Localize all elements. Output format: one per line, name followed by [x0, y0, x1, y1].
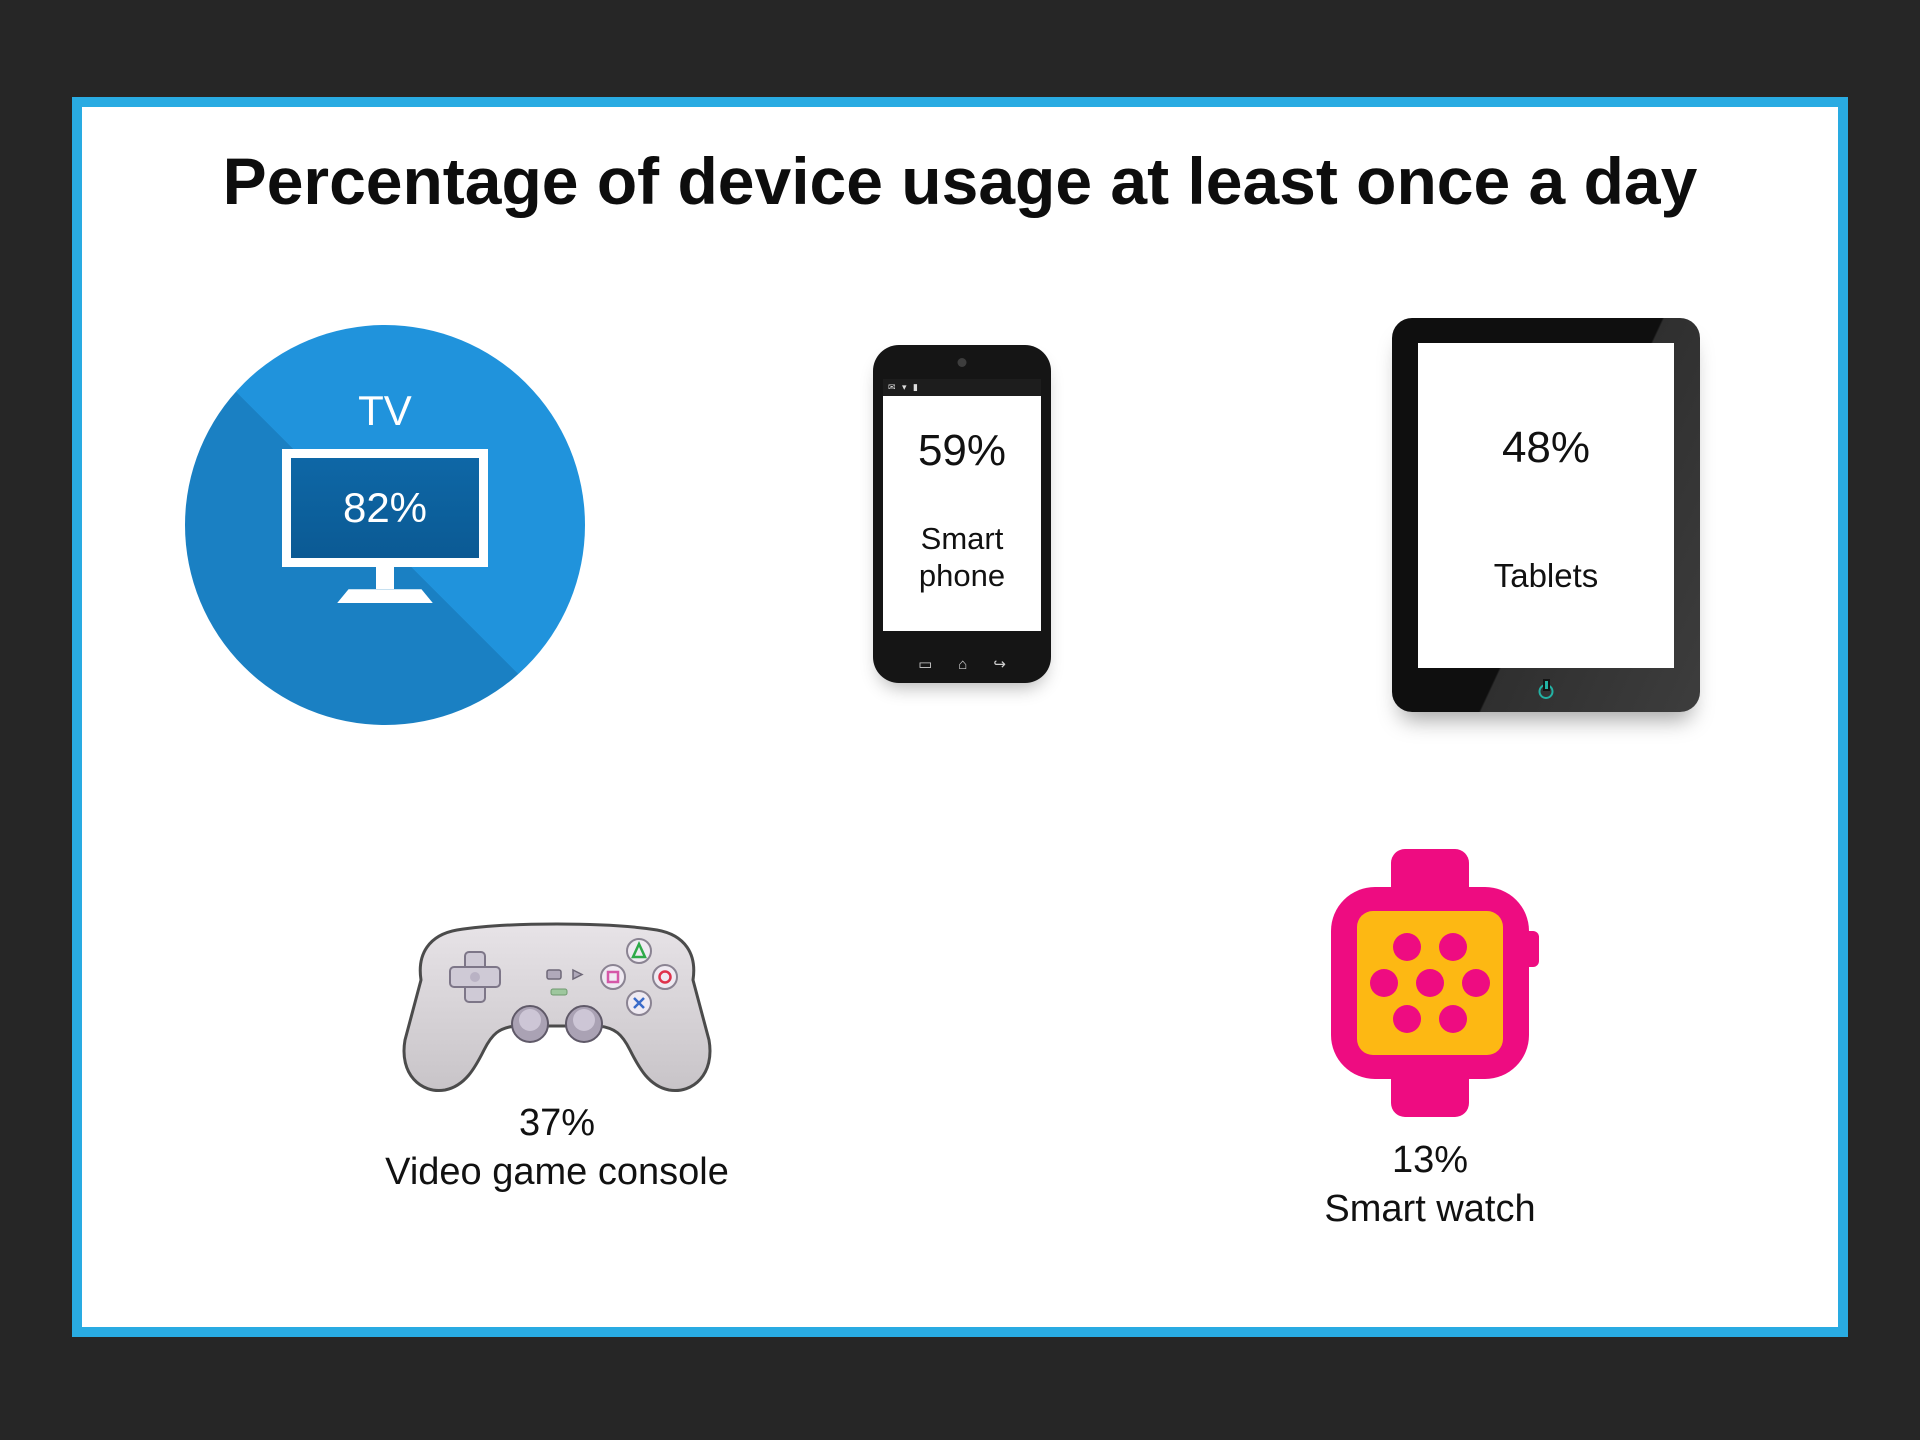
- center-buttons: [546, 968, 584, 996]
- tablet-screen: 48% Tablets: [1418, 343, 1674, 668]
- smartwatch-icon: [1324, 849, 1539, 1117]
- smartphone-value: 59%: [917, 426, 1007, 475]
- phone-status-bar-icons: ✉ ▾ ▮: [883, 379, 1041, 396]
- phone-nav-back-icon: ▭: [918, 656, 933, 673]
- tv-stand-base: [337, 589, 433, 604]
- watch-dot: [1416, 969, 1444, 997]
- watch-value: 13%: [1391, 1139, 1469, 1181]
- tv-monitor-icon: 82%: [282, 449, 488, 568]
- smartwatch-infographic: 13% Smart watch: [1300, 849, 1560, 1231]
- phone-nav-recent-icon: ↪: [993, 656, 1006, 673]
- console-value: 37%: [518, 1102, 596, 1144]
- smartphone-label: Smart phone: [918, 521, 1006, 594]
- watch-side-button: [1523, 931, 1539, 967]
- page-title: Percentage of device usage at least once…: [222, 144, 1698, 218]
- watch-dot: [1393, 1005, 1421, 1033]
- phone-screen: ✉ ▾ ▮ 59% Smart phone: [883, 379, 1041, 631]
- analog-sticks: [511, 1005, 603, 1043]
- dpad-icon: [449, 951, 501, 1003]
- console-label: Video game console: [385, 1151, 729, 1193]
- watch-dot: [1370, 969, 1398, 997]
- tv-infographic-circle: TV 82%: [185, 325, 585, 725]
- watch-label: Smart watch: [1324, 1188, 1536, 1230]
- watch-dot: [1439, 1005, 1467, 1033]
- tv-stand-neck: [376, 567, 394, 590]
- face-buttons: [600, 938, 678, 1016]
- controller-body: [402, 922, 712, 1092]
- phone-camera-icon: [957, 358, 967, 367]
- tablet-illustration: 48% Tablets: [1392, 318, 1700, 712]
- game-controller-icon: [402, 922, 712, 1092]
- watch-face: [1357, 911, 1503, 1055]
- phone-nav-bar: ▭ ⌂ ↪: [873, 657, 1051, 672]
- infographic-slide: Percentage of device usage at least once…: [72, 97, 1848, 1337]
- watch-dot: [1393, 933, 1421, 961]
- tv-value: 82%: [342, 484, 428, 532]
- tablet-label: Tablets: [1493, 557, 1599, 594]
- smartphone-illustration: ✉ ▾ ▮ 59% Smart phone ▭ ⌂ ↪: [873, 345, 1051, 683]
- watch-dot: [1439, 933, 1467, 961]
- watch-body: [1331, 887, 1539, 1079]
- tv-label: TV: [358, 387, 412, 434]
- watch-dot: [1462, 969, 1490, 997]
- tablet-value: 48%: [1501, 423, 1591, 472]
- phone-nav-home-icon: ⌂: [958, 656, 968, 673]
- tablet-power-icon: [1538, 684, 1554, 699]
- console-infographic: 37% Video game console: [307, 882, 807, 1194]
